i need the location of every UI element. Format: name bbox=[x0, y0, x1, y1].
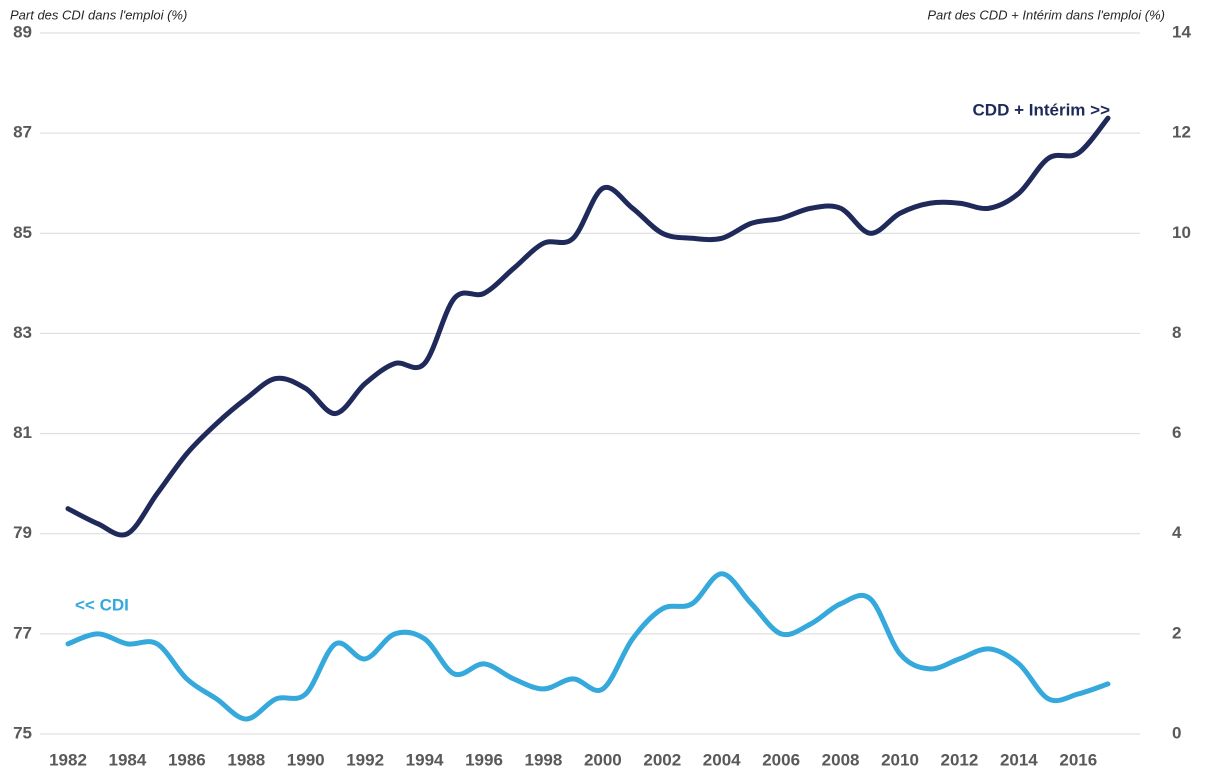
y2-tick-label: 10 bbox=[1172, 223, 1191, 242]
x-tick-label: 2012 bbox=[941, 750, 979, 769]
y-tick-label: 79 bbox=[13, 523, 32, 542]
y-tick-label: 87 bbox=[13, 123, 32, 142]
y2-tick-label: 2 bbox=[1172, 623, 1181, 642]
y2-axis-title: Part des CDD + Intérim dans l'emploi (%) bbox=[927, 7, 1165, 22]
y-tick-label: 83 bbox=[13, 323, 32, 342]
y2-tick-label: 8 bbox=[1172, 323, 1181, 342]
y-axis-title: Part des CDI dans l'emploi (%) bbox=[10, 7, 187, 22]
y-tick-label: 89 bbox=[13, 22, 32, 41]
annotation: << CDI bbox=[75, 595, 129, 614]
x-tick-label: 1992 bbox=[346, 750, 384, 769]
y2-tick-label: 14 bbox=[1172, 22, 1191, 41]
x-tick-label: 1986 bbox=[168, 750, 206, 769]
x-tick-label: 2000 bbox=[584, 750, 622, 769]
line-series bbox=[65, 115, 1111, 538]
x-tick-label: 2014 bbox=[1000, 750, 1038, 769]
y2-tick-label: 6 bbox=[1172, 423, 1181, 442]
annotation: CDD + Intérim >> bbox=[973, 100, 1111, 119]
x-tick-label: 1994 bbox=[406, 750, 444, 769]
y-tick-label: 81 bbox=[13, 423, 32, 442]
x-tick-label: 1982 bbox=[49, 750, 87, 769]
line-series bbox=[65, 571, 1111, 722]
x-tick-label: 2010 bbox=[881, 750, 919, 769]
x-tick-label: 2004 bbox=[703, 750, 741, 769]
y2-tick-label: 0 bbox=[1172, 723, 1181, 742]
y-tick-label: 75 bbox=[13, 723, 32, 742]
y-tick-label: 85 bbox=[13, 223, 32, 242]
x-tick-label: 1998 bbox=[525, 750, 563, 769]
x-tick-label: 1988 bbox=[227, 750, 265, 769]
y-tick-label: 77 bbox=[13, 623, 32, 642]
x-tick-label: 1996 bbox=[465, 750, 503, 769]
x-tick-label: 1984 bbox=[109, 750, 147, 769]
y2-tick-label: 12 bbox=[1172, 123, 1191, 142]
x-tick-label: 2006 bbox=[762, 750, 800, 769]
x-tick-label: 2002 bbox=[643, 750, 681, 769]
x-tick-label: 2008 bbox=[822, 750, 860, 769]
x-tick-label: 1990 bbox=[287, 750, 325, 769]
y2-tick-label: 4 bbox=[1172, 523, 1182, 542]
x-tick-label: 2016 bbox=[1059, 750, 1097, 769]
